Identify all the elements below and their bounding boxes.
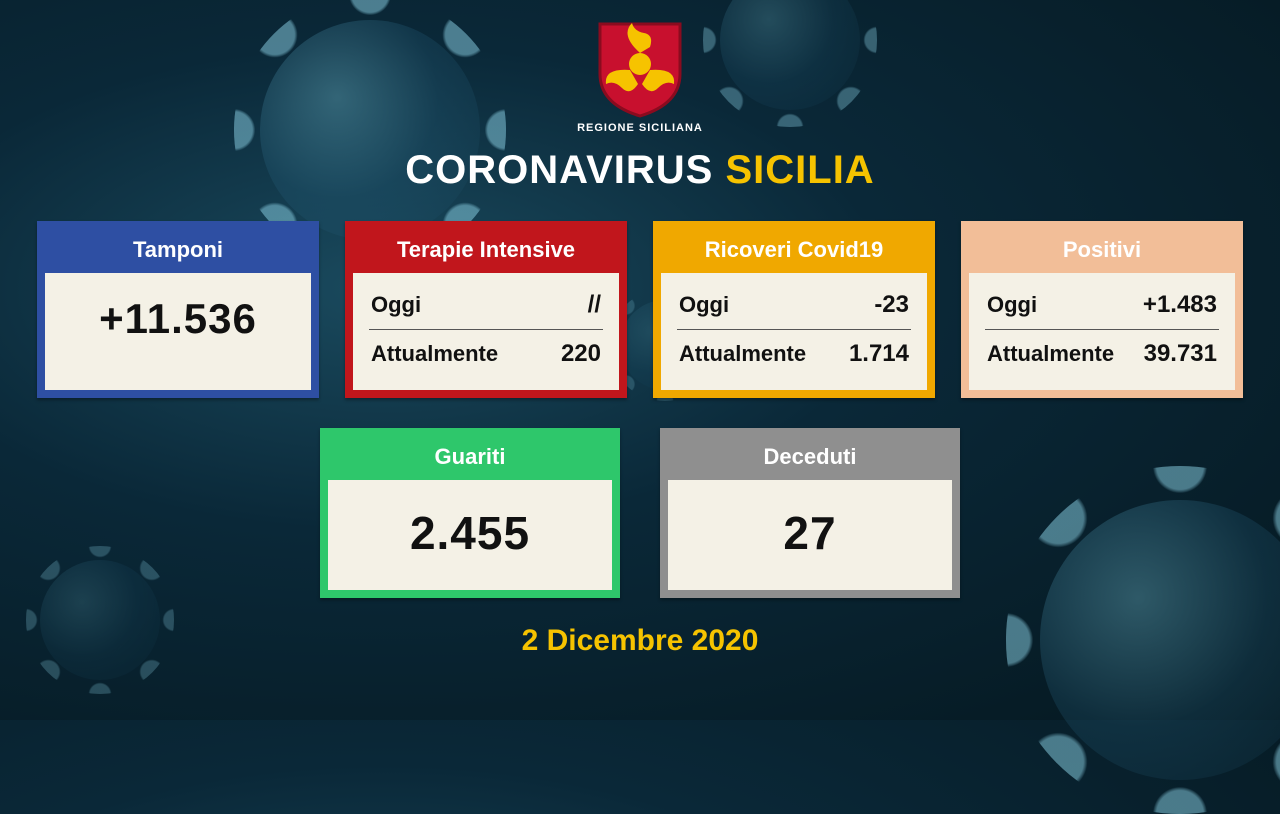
card-deceduti: Deceduti 27: [660, 428, 960, 598]
stat-row: Attualmente 39.731: [985, 332, 1219, 376]
page-title: CORONAVIRUS SICILIA: [405, 148, 874, 193]
card-positivi: Positivi Oggi +1.483 Attualmente 39.731: [961, 221, 1243, 398]
stat-row: Attualmente 1.714: [677, 332, 911, 376]
stat-row: Oggi +1.483: [985, 283, 1219, 327]
stat-row: Oggi -23: [677, 283, 911, 327]
card-value: 2.455: [328, 480, 612, 590]
stat-label: Attualmente: [371, 341, 498, 367]
title-word-1: CORONAVIRUS: [405, 148, 713, 192]
title-word-2: SICILIA: [725, 148, 874, 192]
card-body: Oggi +1.483 Attualmente 39.731: [969, 273, 1235, 390]
card-title: Guariti: [328, 436, 612, 480]
card-tamponi: Tamponi +11.536: [37, 221, 319, 398]
card-body: Oggi // Attualmente 220: [353, 273, 619, 390]
card-value: 27: [668, 480, 952, 590]
region-crest-icon: [596, 18, 684, 118]
infographic-container: REGIONE SICILIANA CORONAVIRUS SICILIA Ta…: [0, 0, 1280, 720]
card-title: Terapie Intensive: [353, 229, 619, 273]
stat-value: 1.714: [849, 340, 909, 368]
divider: [985, 329, 1219, 330]
card-body: Oggi -23 Attualmente 1.714: [661, 273, 927, 390]
stat-label: Attualmente: [987, 341, 1114, 367]
card-ricoveri: Ricoveri Covid19 Oggi -23 Attualmente 1.…: [653, 221, 935, 398]
stat-value: 220: [561, 340, 601, 368]
stat-row: Attualmente 220: [369, 332, 603, 376]
stat-label: Oggi: [679, 292, 729, 318]
stats-row-top: Tamponi +11.536 Terapie Intensive Oggi /…: [30, 221, 1250, 398]
date-label: 2 Dicembre 2020: [522, 624, 759, 658]
card-value: +11.536: [45, 273, 311, 369]
card-title: Deceduti: [668, 436, 952, 480]
region-label: REGIONE SICILIANA: [577, 122, 703, 134]
card-title: Tamponi: [45, 229, 311, 273]
stat-label: Attualmente: [679, 341, 806, 367]
stat-value: +1.483: [1143, 291, 1217, 319]
card-guariti: Guariti 2.455: [320, 428, 620, 598]
card-title: Positivi: [969, 229, 1235, 273]
stat-label: Oggi: [371, 292, 421, 318]
stat-value: 39.731: [1144, 340, 1217, 368]
divider: [677, 329, 911, 330]
stats-row-bottom: Guariti 2.455 Deceduti 27: [30, 428, 1250, 598]
divider: [369, 329, 603, 330]
stat-value: //: [588, 291, 601, 319]
stat-row: Oggi //: [369, 283, 603, 327]
card-terapie-intensive: Terapie Intensive Oggi // Attualmente 22…: [345, 221, 627, 398]
stat-value: -23: [874, 291, 909, 319]
stat-label: Oggi: [987, 292, 1037, 318]
card-title: Ricoveri Covid19: [661, 229, 927, 273]
